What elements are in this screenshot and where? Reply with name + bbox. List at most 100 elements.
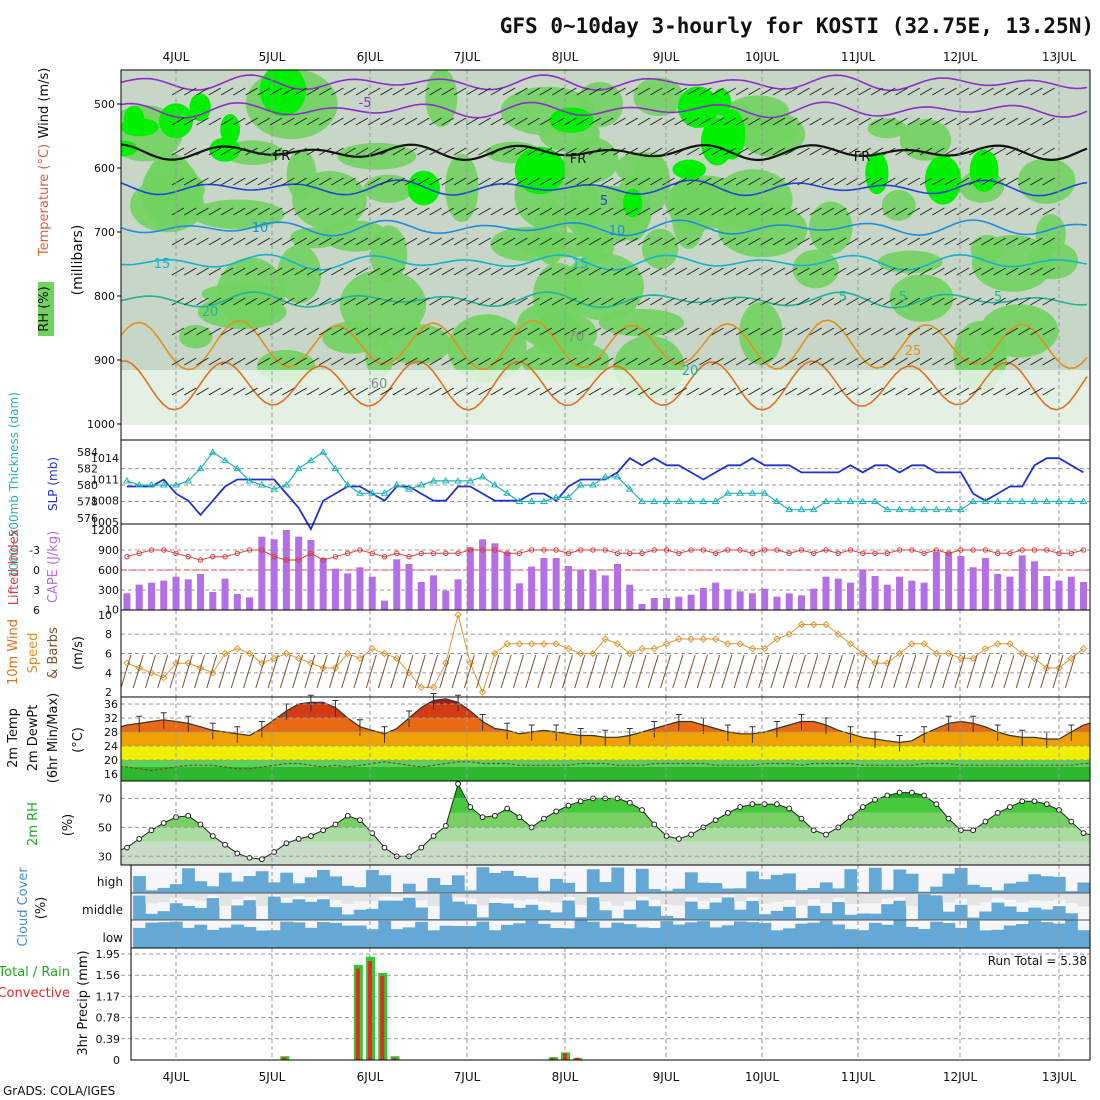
cloud-bar: [684, 872, 698, 893]
thickness-marker: [1079, 497, 1088, 504]
wind-barb: [331, 237, 344, 246]
wind-barb: [184, 267, 197, 276]
wind-barb: [735, 87, 749, 96]
wind-barb: [650, 327, 663, 336]
wind-barb: [404, 87, 418, 96]
surface-wind-barb: [672, 654, 684, 689]
surface-wind-barb: [537, 654, 549, 689]
cloud-mid-gray: [807, 893, 821, 900]
date-label-bottom-11JUL: 11JUL: [841, 1070, 876, 1084]
rh2m-marker: [945, 815, 952, 822]
wind-barb: [294, 357, 307, 366]
rh2m-units: (%): [61, 814, 76, 837]
cloud-bar: [231, 905, 244, 920]
wind-barb: [723, 147, 737, 156]
cloud-bar: [169, 903, 183, 920]
cloud-mid-gray: [206, 893, 220, 896]
thickness-marker: [748, 489, 757, 496]
date-label-top-4JUL: 4JUL: [163, 50, 190, 64]
surface-wind-barb: [794, 654, 806, 689]
wind-speed-marker: [859, 649, 867, 658]
wind-barb: [576, 267, 589, 276]
wind-barb: [1042, 237, 1055, 246]
wind-speed-marker: [491, 649, 499, 658]
wind-barb: [355, 267, 369, 276]
rh-saturated-patch: [259, 70, 307, 117]
cloud-mid-gray: [451, 893, 465, 898]
rh2m-marker: [455, 780, 461, 787]
wind-barb: [417, 237, 430, 246]
thickness-tick-label: 584: [77, 446, 98, 459]
cape-bar: [614, 564, 621, 610]
thickness-marker: [405, 485, 413, 492]
wind-speed-marker: [221, 649, 229, 658]
surface-wind-barb: [574, 654, 586, 689]
wind-barb: [1005, 207, 1019, 216]
wind-barb: [196, 87, 209, 96]
wind-barb: [282, 147, 295, 156]
wind-barb: [821, 387, 835, 396]
rh2m-marker: [124, 844, 130, 851]
wind-barb: [551, 387, 565, 396]
thickness-marker: [822, 497, 830, 504]
wind-barb: [502, 177, 516, 186]
wind-barb: [846, 387, 859, 396]
wind-barb: [600, 327, 614, 336]
contour-label: FR: [274, 149, 291, 164]
surface-wind-barb: [206, 654, 218, 689]
wind-barb: [245, 327, 258, 336]
wind-barb: [686, 87, 700, 96]
wind-barb: [613, 297, 626, 306]
wind-barb: [208, 327, 222, 336]
li-marker: [222, 553, 228, 560]
wind-barb: [613, 177, 626, 186]
li-marker: [774, 547, 780, 553]
cloud-bar: [734, 921, 747, 948]
cape-bar: [197, 574, 205, 610]
cloud-bar: [255, 918, 269, 920]
wind-barb: [306, 177, 320, 186]
precip-tick-label: 1.56: [96, 969, 121, 982]
cloud-mid-gray: [979, 893, 993, 903]
wind-speed-marker: [711, 635, 720, 643]
wind-barb: [269, 327, 283, 336]
wind-barb: [637, 147, 651, 156]
wind-barb: [907, 267, 921, 276]
wind-barb: [466, 267, 479, 276]
cloud-bar: [967, 920, 980, 948]
cloud-bar: [402, 883, 416, 893]
li-marker: [909, 547, 915, 553]
surface-wind-barb: [1052, 654, 1064, 689]
t2m-tick-label: 32: [104, 712, 118, 725]
cape-bar: [896, 576, 904, 610]
cloud-bar: [893, 900, 907, 920]
cloud-bar: [660, 915, 674, 920]
thickness-tick-label: 582: [77, 463, 98, 476]
wind-barb: [993, 357, 1006, 366]
surface-wind-barb: [991, 654, 1003, 689]
wind-barb: [637, 237, 651, 246]
cloud-bar: [709, 927, 723, 948]
cloud-bar: [979, 911, 993, 920]
cloud-bar: [513, 876, 527, 893]
rh2m-marker: [577, 798, 584, 805]
wind-barb: [551, 267, 565, 276]
cape-bar: [258, 536, 266, 610]
wind-barb: [637, 177, 651, 186]
surface-wind-barb: [378, 654, 389, 689]
cloud-bar: [660, 890, 674, 893]
cape-bar: [908, 580, 916, 610]
cloud-bar: [353, 925, 367, 948]
wind-barb: [662, 207, 675, 216]
precip-conv-bar: [550, 1057, 555, 1060]
surface-wind-barb: [856, 654, 868, 689]
li-marker: [479, 547, 486, 553]
cloud-bar: [378, 875, 392, 893]
wind-barb: [932, 237, 945, 246]
rh-moist-patch: [867, 118, 907, 139]
li-line: [126, 549, 1084, 561]
isotherm-2: [121, 143, 1088, 162]
wind-barb: [858, 87, 872, 96]
wind-barb: [355, 237, 369, 246]
wind-barb: [245, 357, 258, 366]
